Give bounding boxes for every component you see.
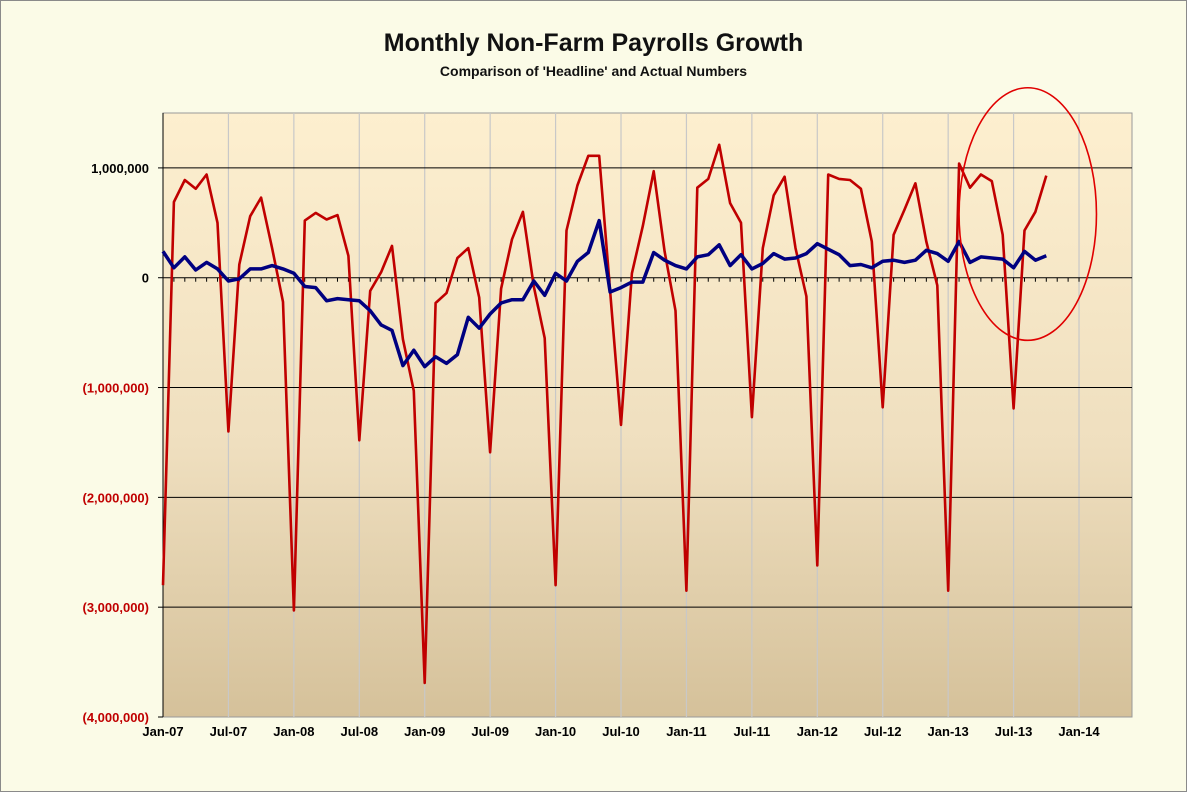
x-tick-label: Jul-09	[471, 724, 509, 739]
x-tick-label: Jan-07	[142, 724, 183, 739]
x-tick-label: Jan-09	[404, 724, 445, 739]
x-tick-label: Jan-11	[666, 724, 706, 739]
x-tick-label: Jan-12	[797, 724, 838, 739]
axis-labels: Jan-07 Jul-07 Jan-08 Jul-08 Jan-09 Jul-09 Jan-…	[83, 161, 1101, 739]
x-tick-label: Jan-14	[1058, 724, 1100, 739]
x-tick-label: Jul-13	[995, 724, 1033, 739]
x-tick-label: Jul-12	[864, 724, 902, 739]
x-tick-label: Jan-10	[535, 724, 576, 739]
series-line-actual	[161, 143, 1048, 685]
annotations	[958, 86, 1098, 342]
axes	[158, 113, 1132, 718]
highlight-circle	[958, 86, 1098, 342]
chart-subtitle: Comparison of 'Headline' and Actual Numb…	[439, 63, 748, 79]
x-tick-label: Jul-11	[733, 724, 770, 739]
series-lines	[161, 143, 1048, 685]
y-tick-label: (4,000,000)	[83, 710, 150, 725]
y-tick-label: (3,000,000)	[83, 600, 150, 615]
x-tick-label: Jan-13	[928, 724, 969, 739]
y-tick-label: 1,000,000	[91, 161, 149, 176]
chart-title: Monthly Non-Farm Payrolls Growth	[383, 29, 804, 57]
x-tick-label: Jul-10	[602, 724, 640, 739]
x-tick-label: Jan-08	[273, 724, 314, 739]
x-tick-label: Jul-07	[210, 724, 248, 739]
series-line-headline	[161, 218, 1047, 369]
x-tick-label: Jul-08	[341, 724, 379, 739]
plot-area	[162, 112, 1133, 718]
y-tick-label: (2,000,000)	[83, 490, 150, 505]
y-tick-label: (1,000,000)	[83, 381, 150, 396]
y-tick-label: 0	[142, 271, 149, 286]
